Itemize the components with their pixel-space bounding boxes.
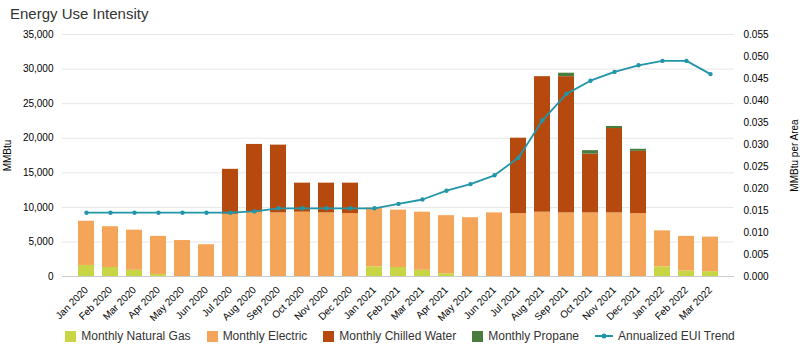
html-text:Monthly Propane: Monthly Propane bbox=[488, 329, 579, 343]
svg-text:Jan 2022: Jan 2022 bbox=[629, 284, 667, 322]
svg-text:10,000: 10,000 bbox=[23, 202, 54, 213]
html-text:Monthly Electric: Monthly Electric bbox=[222, 329, 308, 343]
svg-text:0.005: 0.005 bbox=[744, 249, 769, 260]
svg-text:Apr 2020: Apr 2020 bbox=[125, 284, 163, 321]
svg-text:Feb 2022: Feb 2022 bbox=[652, 284, 691, 322]
svg-text:0.025: 0.025 bbox=[744, 161, 769, 172]
svg-text:25,000: 25,000 bbox=[23, 98, 54, 109]
svg-text:Sep 2020: Sep 2020 bbox=[244, 284, 283, 323]
svg-text:Dec 2021: Dec 2021 bbox=[604, 284, 643, 323]
svg-text:Mar 2021: Mar 2021 bbox=[388, 284, 427, 322]
html-text:Annualized EUI Trend: Annualized EUI Trend bbox=[618, 329, 735, 343]
svg-text:0.010: 0.010 bbox=[744, 227, 769, 238]
svg-text:0.020: 0.020 bbox=[744, 183, 769, 194]
svg-text:Jul 2020: Jul 2020 bbox=[199, 284, 235, 319]
svg-text:0.050: 0.050 bbox=[744, 51, 769, 62]
svg-text:0.055: 0.055 bbox=[744, 29, 769, 40]
svg-text:5,000: 5,000 bbox=[28, 236, 53, 247]
svg-text:0.035: 0.035 bbox=[744, 117, 769, 128]
svg-text:30,000: 30,000 bbox=[23, 63, 54, 74]
svg-text:Mar 2022: Mar 2022 bbox=[677, 284, 715, 322]
svg-text:Dec 2020: Dec 2020 bbox=[316, 284, 355, 323]
svg-text:Mar 2020: Mar 2020 bbox=[100, 284, 139, 322]
svg-text:35,000: 35,000 bbox=[23, 29, 54, 40]
svg-text:Aug 2020: Aug 2020 bbox=[220, 284, 259, 323]
svg-text:Oct 2020: Oct 2020 bbox=[269, 284, 307, 321]
svg-text:Jun 2020: Jun 2020 bbox=[173, 284, 211, 322]
svg-text:Sep 2021: Sep 2021 bbox=[532, 284, 571, 323]
svg-text:Apr 2021: Apr 2021 bbox=[413, 284, 451, 321]
html-text:Monthly Chilled Water: Monthly Chilled Water bbox=[339, 329, 457, 343]
svg-text:0: 0 bbox=[48, 271, 54, 282]
svg-text:MMBtu per Area: MMBtu per Area bbox=[789, 119, 800, 192]
svg-text:20,000: 20,000 bbox=[23, 132, 54, 143]
svg-text:Feb 2020: Feb 2020 bbox=[76, 284, 115, 322]
svg-text:0.045: 0.045 bbox=[744, 73, 769, 84]
svg-text:Feb 2021: Feb 2021 bbox=[364, 284, 403, 322]
svg-text:0.015: 0.015 bbox=[744, 205, 769, 216]
svg-text:Jan 2020: Jan 2020 bbox=[53, 284, 91, 322]
svg-text:Jun 2021: Jun 2021 bbox=[461, 284, 499, 322]
svg-text:15,000: 15,000 bbox=[23, 167, 54, 178]
svg-text:Jul 2021: Jul 2021 bbox=[487, 284, 523, 319]
svg-text:Nov 2020: Nov 2020 bbox=[292, 284, 331, 323]
html-text:Monthly Natural Gas: Monthly Natural Gas bbox=[81, 329, 191, 343]
svg-text:0.030: 0.030 bbox=[744, 139, 769, 150]
svg-text:0.000: 0.000 bbox=[744, 271, 769, 282]
svg-text:Jan 2021: Jan 2021 bbox=[341, 284, 379, 322]
svg-text:0.040: 0.040 bbox=[744, 95, 769, 106]
svg-text:May 2021: May 2021 bbox=[435, 284, 475, 324]
svg-text:Oct 2021: Oct 2021 bbox=[557, 284, 595, 321]
svg-text:MMBtu: MMBtu bbox=[2, 140, 13, 172]
html-text:Energy Use Intensity: Energy Use Intensity bbox=[10, 5, 149, 22]
svg-text:Aug 2021: Aug 2021 bbox=[508, 284, 547, 323]
svg-text:May 2020: May 2020 bbox=[147, 284, 187, 324]
svg-text:Nov 2021: Nov 2021 bbox=[580, 284, 619, 323]
